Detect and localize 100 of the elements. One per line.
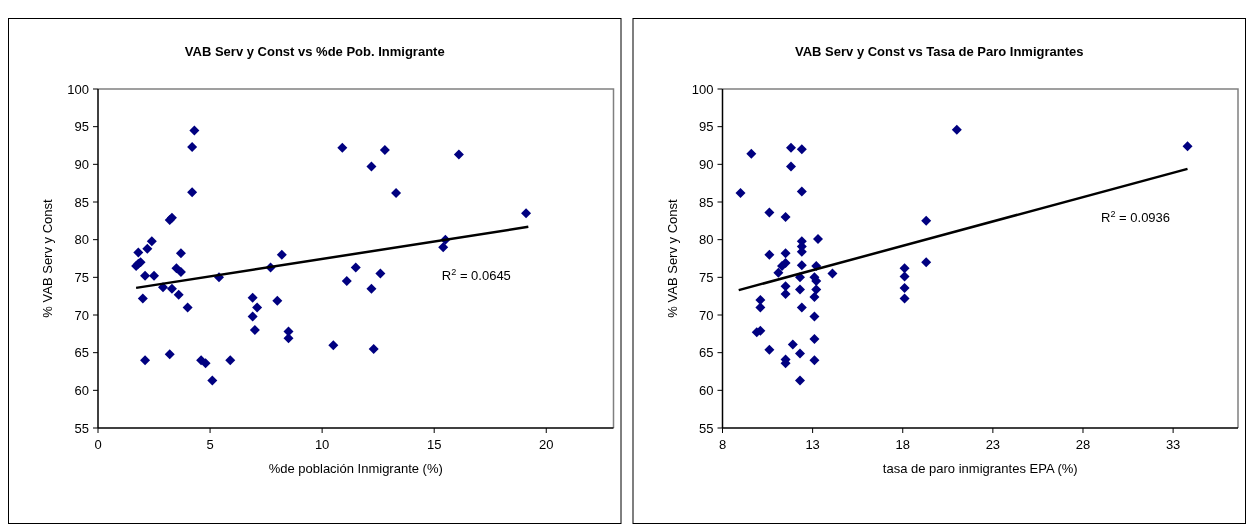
- point: [780, 212, 791, 223]
- point: [795, 375, 806, 386]
- y-tick-label: 100: [691, 81, 714, 97]
- point: [200, 358, 211, 369]
- y-tick-label: 55: [699, 420, 714, 436]
- y-tick-label: 95: [699, 119, 714, 135]
- point: [796, 144, 807, 155]
- point: [796, 302, 807, 313]
- point: [809, 291, 820, 302]
- point: [746, 148, 757, 159]
- point: [166, 283, 177, 294]
- point: [780, 248, 791, 259]
- y-tick-label: 75: [699, 269, 714, 285]
- point: [755, 294, 766, 305]
- point: [249, 325, 260, 336]
- point: [328, 340, 339, 351]
- y-tick-label: 65: [699, 345, 714, 361]
- point: [796, 186, 807, 197]
- y-tick-label: 90: [699, 156, 714, 172]
- point: [764, 344, 775, 355]
- point: [787, 339, 798, 350]
- point: [366, 161, 377, 172]
- point: [140, 270, 151, 281]
- point: [187, 142, 198, 153]
- point: [521, 208, 532, 219]
- y-tick-label: 85: [74, 194, 89, 210]
- point: [276, 249, 287, 260]
- point: [164, 349, 175, 360]
- point: [175, 267, 186, 278]
- point: [341, 276, 352, 287]
- point: [809, 334, 820, 345]
- point: [142, 243, 153, 254]
- point: [438, 242, 449, 253]
- point: [921, 257, 932, 268]
- chart-title: VAB Serv y Const vs Tasa de Paro Inmigrantes: [794, 44, 1084, 59]
- point: [368, 343, 379, 354]
- x-axis-title: %de población Inmigrante (%): [268, 461, 443, 476]
- point: [773, 267, 784, 278]
- x-tick-label: 23: [985, 437, 1001, 452]
- point: [247, 292, 258, 303]
- x-tick-label: 33: [1165, 437, 1181, 452]
- point: [795, 348, 806, 359]
- y-tick-label: 70: [74, 307, 89, 323]
- x-tick-label: 0: [94, 437, 102, 452]
- chart-title: VAB Serv y Const vs %de Pob. Inmigrante: [184, 44, 445, 59]
- point: [764, 249, 775, 260]
- y-tick-label: 95: [74, 119, 89, 135]
- x-tick-label: 13: [805, 437, 820, 452]
- point: [899, 282, 910, 293]
- point: [780, 281, 791, 292]
- point: [776, 261, 787, 272]
- point: [173, 289, 184, 300]
- x-tick-label: 8: [718, 437, 727, 452]
- point: [133, 247, 144, 258]
- point: [827, 268, 838, 279]
- annotation: R$^{2}$ = 0.0936: [1101, 209, 1171, 226]
- point: [795, 284, 806, 295]
- point: [899, 263, 910, 274]
- point: [182, 302, 193, 313]
- y-tick-label: 60: [74, 382, 89, 398]
- point: [379, 145, 390, 156]
- point: [809, 355, 820, 366]
- point: [149, 270, 160, 281]
- y-tick-label: 85: [699, 194, 714, 210]
- point: [764, 207, 775, 218]
- point: [755, 302, 766, 313]
- y-tick-label: 55: [74, 420, 89, 436]
- y-axis-title: % VAB Serv y Const: [664, 198, 680, 318]
- point: [187, 187, 198, 198]
- y-tick-label: 90: [74, 156, 89, 172]
- y-tick-label: 75: [74, 269, 89, 285]
- y-tick-label: 70: [699, 307, 714, 323]
- point: [899, 271, 910, 282]
- y-axis-title: % VAB Serv y Const: [40, 198, 55, 318]
- x-tick-label: 18: [895, 437, 910, 452]
- point: [366, 283, 377, 294]
- y-tick-label: 80: [699, 232, 714, 248]
- point: [247, 311, 258, 322]
- point: [175, 248, 186, 259]
- point: [785, 142, 796, 153]
- point: [809, 311, 820, 322]
- point: [189, 125, 200, 136]
- point: [252, 302, 263, 313]
- annotation: R$^{2}$ = 0.0645: [441, 267, 511, 284]
- point: [146, 236, 157, 247]
- x-tick-label: 20: [539, 437, 554, 452]
- y-tick-label: 100: [67, 81, 89, 97]
- point: [921, 215, 932, 226]
- point: [785, 161, 796, 172]
- point: [137, 293, 148, 304]
- point: [140, 355, 151, 366]
- point: [735, 187, 746, 198]
- y-tick-label: 80: [74, 232, 89, 248]
- point: [811, 284, 822, 295]
- x-tick-label: 10: [314, 437, 330, 452]
- point: [337, 142, 348, 153]
- y-tick-label: 65: [74, 345, 89, 361]
- x-tick-label: 28: [1075, 437, 1091, 452]
- point: [375, 268, 386, 279]
- point: [951, 124, 962, 135]
